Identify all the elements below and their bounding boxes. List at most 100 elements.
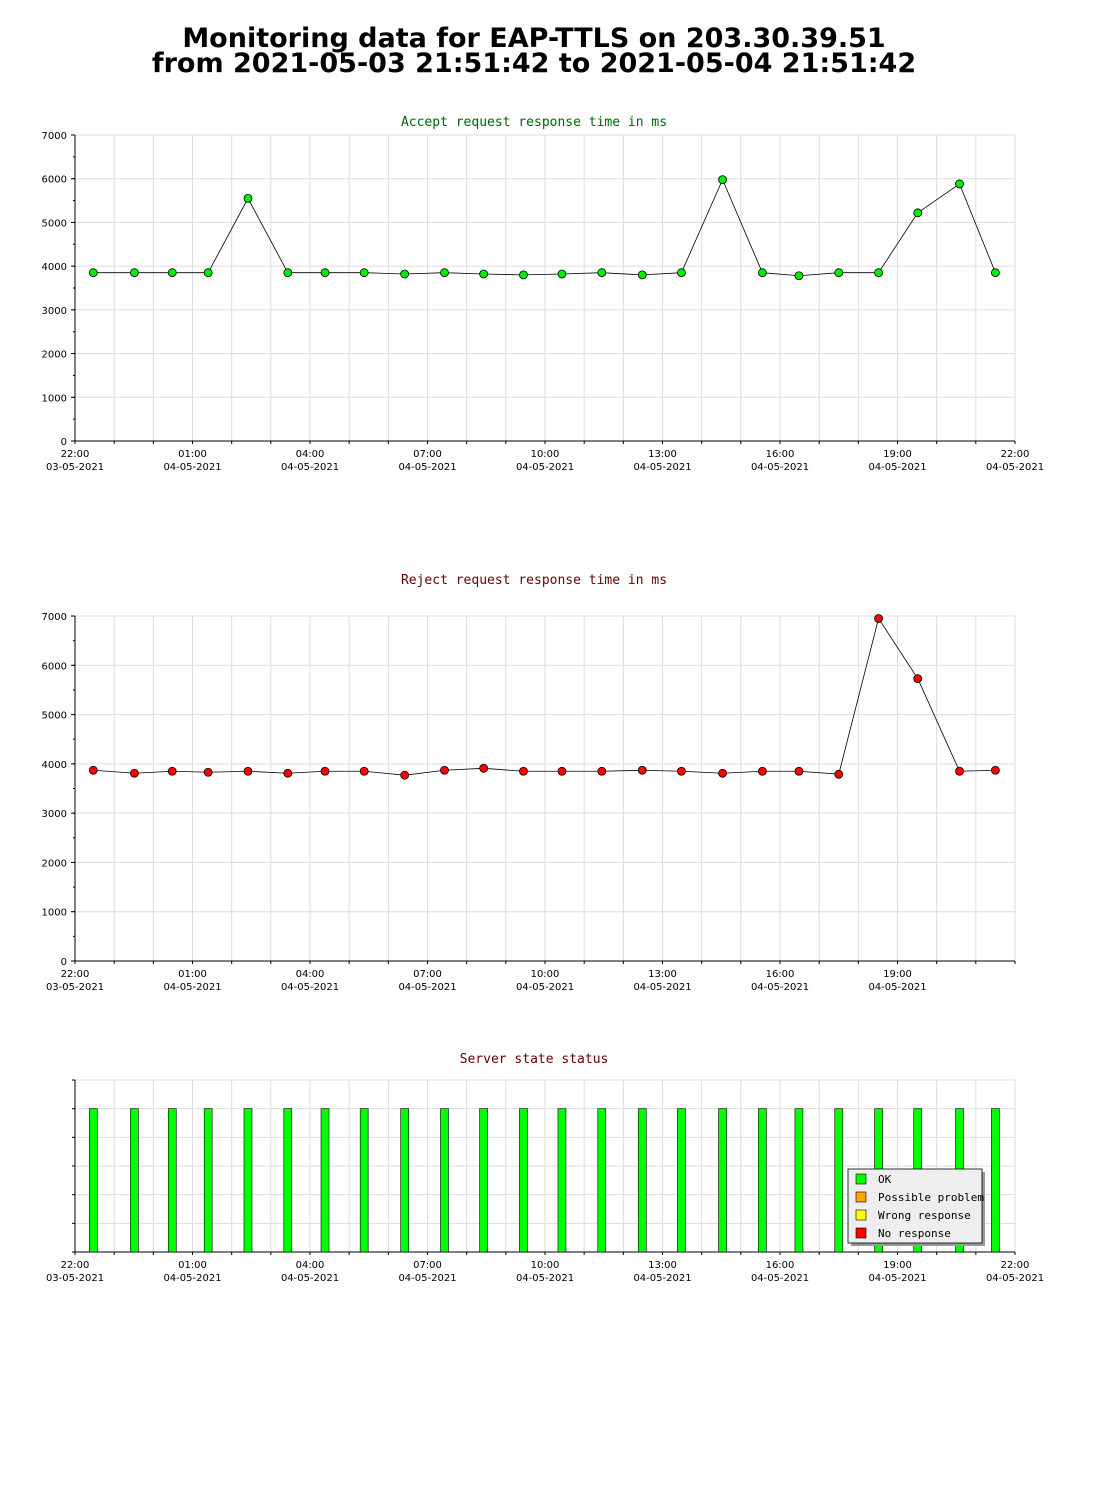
y-tick-label: 5000	[42, 711, 67, 722]
x-tick-date-label: 04-05-2021	[163, 1273, 221, 1284]
data-point	[88, 765, 98, 775]
x-tick-time-label: 16:00	[766, 969, 795, 980]
y-tick-label: 3000	[42, 306, 67, 317]
x-tick-date-label: 04-05-2021	[633, 462, 691, 473]
x-tick-time-label: 13:00	[648, 449, 677, 460]
data-point	[479, 269, 489, 279]
x-tick-time-label: 01:00	[178, 449, 207, 460]
status-bar	[440, 1108, 449, 1253]
data-point	[557, 269, 567, 279]
legend-swatch	[855, 1209, 867, 1221]
data-point	[283, 268, 293, 278]
x-tick-time-label: 22:00	[1001, 449, 1030, 460]
data-point	[757, 766, 767, 776]
y-tick-label: 5000	[42, 218, 67, 229]
y-tick-label: 2000	[42, 350, 67, 361]
y-tick-label: 3000	[42, 809, 67, 820]
page-title-line-2: from 2021-05-03 21:51:42 to 2021-05-04 2…	[151, 48, 917, 79]
data-point	[167, 268, 177, 278]
legend-box	[847, 1168, 983, 1244]
x-tick-time-label: 13:00	[648, 969, 677, 980]
x-tick-date-label: 04-05-2021	[516, 1273, 574, 1284]
data-point	[955, 179, 964, 189]
x-tick-date-label: 04-05-2021	[868, 1273, 926, 1284]
x-tick-date-label: 04-05-2021	[281, 462, 339, 473]
series-line	[93, 617, 996, 776]
status-bar	[400, 1108, 409, 1253]
data-point	[243, 193, 253, 203]
x-tick-date-label: 04-05-2021	[986, 1273, 1044, 1284]
data-point	[913, 674, 923, 683]
series-line	[93, 178, 996, 277]
data-point	[794, 766, 804, 776]
data-point	[677, 766, 686, 776]
data-point	[440, 765, 449, 775]
status-bar	[597, 1108, 607, 1253]
x-tick-time-label: 01:00	[178, 969, 207, 980]
status-bar	[283, 1108, 293, 1253]
data-point	[88, 268, 98, 278]
status-bar	[320, 1108, 330, 1253]
y-tick-label: 6000	[42, 175, 67, 186]
legend-label: Possible problem	[878, 1191, 984, 1204]
status-bar	[130, 1108, 139, 1253]
y-tick-label: 4000	[42, 262, 67, 273]
x-tick-date-label: 04-05-2021	[281, 1273, 339, 1284]
data-point	[519, 766, 528, 776]
y-tick-label: 7000	[42, 612, 67, 623]
x-tick-time-label: 07:00	[413, 1260, 442, 1271]
data-point	[955, 766, 964, 776]
data-point	[794, 271, 804, 281]
data-point	[991, 268, 1000, 278]
data-point	[718, 175, 727, 184]
x-tick-date-label: 04-05-2021	[986, 462, 1044, 473]
status-bar	[794, 1108, 804, 1253]
status-bar	[519, 1108, 528, 1253]
status-bar	[637, 1108, 647, 1253]
x-tick-date-label: 04-05-2021	[868, 982, 926, 993]
status-bar	[557, 1108, 567, 1253]
x-tick-date-label: 04-05-2021	[163, 982, 221, 993]
x-tick-date-label: 04-05-2021	[751, 982, 809, 993]
status-bar	[359, 1108, 369, 1253]
x-tick-date-label: 04-05-2021	[751, 1273, 809, 1284]
x-tick-date-label: 04-05-2021	[398, 982, 456, 993]
data-point	[400, 770, 410, 780]
x-tick-date-label: 04-05-2021	[868, 462, 926, 473]
data-point	[677, 268, 686, 278]
data-point	[834, 268, 844, 278]
legend-label: OK	[878, 1173, 892, 1186]
data-point	[400, 269, 410, 279]
x-tick-time-label: 16:00	[766, 1260, 795, 1271]
x-tick-date-label: 04-05-2021	[751, 462, 809, 473]
data-point	[597, 766, 607, 776]
x-tick-time-label: 19:00	[883, 449, 912, 460]
y-tick-label: 4000	[42, 760, 67, 771]
x-tick-date-label: 04-05-2021	[163, 462, 221, 473]
data-point	[479, 763, 489, 773]
x-tick-time-label: 19:00	[883, 1260, 912, 1271]
y-tick-label: 2000	[42, 858, 67, 869]
status-bar	[88, 1108, 98, 1253]
data-point	[874, 614, 883, 623]
x-tick-time-label: 22:00	[61, 449, 90, 460]
chart-title: Reject request response time in ms	[401, 573, 667, 588]
status-bar	[758, 1108, 767, 1253]
x-tick-time-label: 01:00	[178, 1260, 207, 1271]
x-tick-date-label: 04-05-2021	[398, 1273, 456, 1284]
x-tick-time-label: 22:00	[1001, 1260, 1030, 1271]
y-tick-label: 1000	[42, 908, 67, 919]
x-tick-date-label: 04-05-2021	[633, 982, 691, 993]
x-tick-time-label: 19:00	[883, 969, 912, 980]
x-tick-time-label: 04:00	[296, 969, 325, 980]
x-tick-time-label: 13:00	[648, 1260, 677, 1271]
data-point	[597, 268, 607, 278]
x-tick-time-label: 10:00	[531, 449, 560, 460]
status-bar	[677, 1108, 686, 1253]
x-tick-time-label: 10:00	[531, 1260, 560, 1271]
y-tick-label: 6000	[42, 661, 67, 672]
chart-title: Accept request response time in ms	[401, 115, 667, 130]
legend-swatch	[855, 1227, 867, 1239]
x-tick-time-label: 10:00	[531, 969, 560, 980]
status-bar	[203, 1108, 213, 1253]
